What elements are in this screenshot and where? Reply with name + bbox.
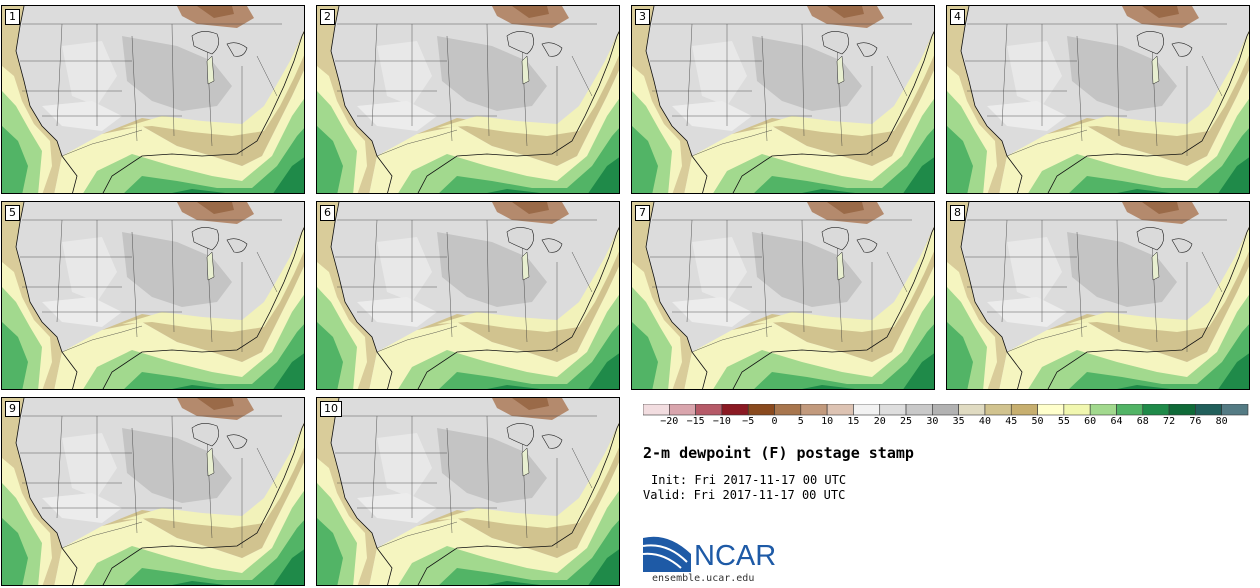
logo-text: NCAR	[694, 540, 777, 572]
colorbar-tick-label: −5	[742, 416, 755, 427]
colorbar-tick-label: 55	[1057, 416, 1070, 427]
map-panel: 10	[316, 397, 620, 586]
colorbar-swatch	[800, 403, 828, 416]
map-panel: 2	[316, 5, 620, 194]
colorbar-swatch	[1195, 403, 1222, 416]
site-url: ensemble.ucar.edu	[652, 573, 755, 584]
panel-number: 9	[5, 401, 20, 417]
colorbar-tick-label: 25	[900, 416, 913, 427]
colorbar-swatch	[905, 403, 933, 416]
map-panel: 3	[631, 5, 935, 194]
init-time: Init: Fri 2017-11-17 00 UTC	[651, 473, 847, 487]
colorbar-swatch	[1116, 403, 1144, 416]
colorbar-tick-label: 80	[1215, 416, 1228, 427]
map-panel: 6	[316, 201, 620, 390]
colorbar-tick-label: 20	[873, 416, 886, 427]
ncar-logo-icon	[642, 532, 693, 576]
colorbar-tick-label: 72	[1163, 416, 1176, 427]
colorbar	[642, 401, 1249, 420]
colorbar-swatch	[1089, 403, 1117, 416]
colorbar-swatch	[1010, 403, 1038, 416]
colorbar-tick-label: 64	[1110, 416, 1123, 427]
panel-number: 4	[950, 9, 965, 25]
colorbar-tick-label: 5	[797, 416, 804, 427]
colorbar-swatch	[774, 403, 802, 416]
panel-number: 8	[950, 205, 965, 221]
colorbar-tick-label: 60	[1084, 416, 1097, 427]
colorbar-tick-label: 10	[821, 416, 834, 427]
colorbar-swatch	[932, 403, 959, 416]
chart-title: 2-m dewpoint (F) postage stamp	[643, 444, 914, 462]
panel-number: 6	[320, 205, 335, 221]
colorbar-swatch	[1063, 403, 1091, 416]
colorbar-tick-label: −10	[712, 416, 731, 427]
panel-number: 1	[5, 9, 20, 25]
colorbar-tick-label: 30	[926, 416, 939, 427]
colorbar-tick-label: 68	[1136, 416, 1149, 427]
colorbar-tick-label: 15	[847, 416, 860, 427]
map-panel: 7	[631, 201, 935, 390]
colorbar-tick-label: 40	[978, 416, 991, 427]
colorbar-swatch	[642, 403, 670, 416]
panel-number: 3	[635, 9, 650, 25]
colorbar-tick-label: 35	[952, 416, 965, 427]
colorbar-swatch	[668, 403, 696, 416]
colorbar-tick-label: 50	[1031, 416, 1044, 427]
colorbar-tick-label: −20	[660, 416, 679, 427]
map-panel: 5	[1, 201, 305, 390]
panel-number: 2	[320, 9, 335, 25]
colorbar-tick-label: 45	[1005, 416, 1018, 427]
valid-time: Valid: Fri 2017-11-17 00 UTC	[643, 488, 846, 502]
colorbar-swatch	[721, 403, 749, 416]
colorbar-swatch	[826, 403, 854, 416]
colorbar-swatch	[1168, 403, 1196, 416]
colorbar-swatch	[853, 403, 881, 416]
colorbar-swatch	[747, 403, 775, 416]
colorbar-swatch	[1142, 403, 1170, 416]
colorbar-tick-label: 76	[1189, 416, 1202, 427]
panel-number: 5	[5, 205, 20, 221]
colorbar-tick-label: 0	[771, 416, 778, 427]
map-panel: 1	[1, 5, 305, 194]
map-panel: 9	[1, 397, 305, 586]
colorbar-tick-label: −15	[686, 416, 705, 427]
panel-number: 10	[320, 401, 342, 417]
panel-number: 7	[635, 205, 650, 221]
colorbar-swatch	[1221, 403, 1249, 416]
colorbar-swatch	[958, 403, 986, 416]
map-panel: 4	[946, 5, 1250, 194]
map-panel: 8	[946, 201, 1250, 390]
colorbar-swatch	[695, 403, 723, 416]
colorbar-swatch	[1037, 403, 1065, 416]
colorbar-swatch	[984, 403, 1012, 416]
colorbar-swatch	[879, 403, 907, 416]
